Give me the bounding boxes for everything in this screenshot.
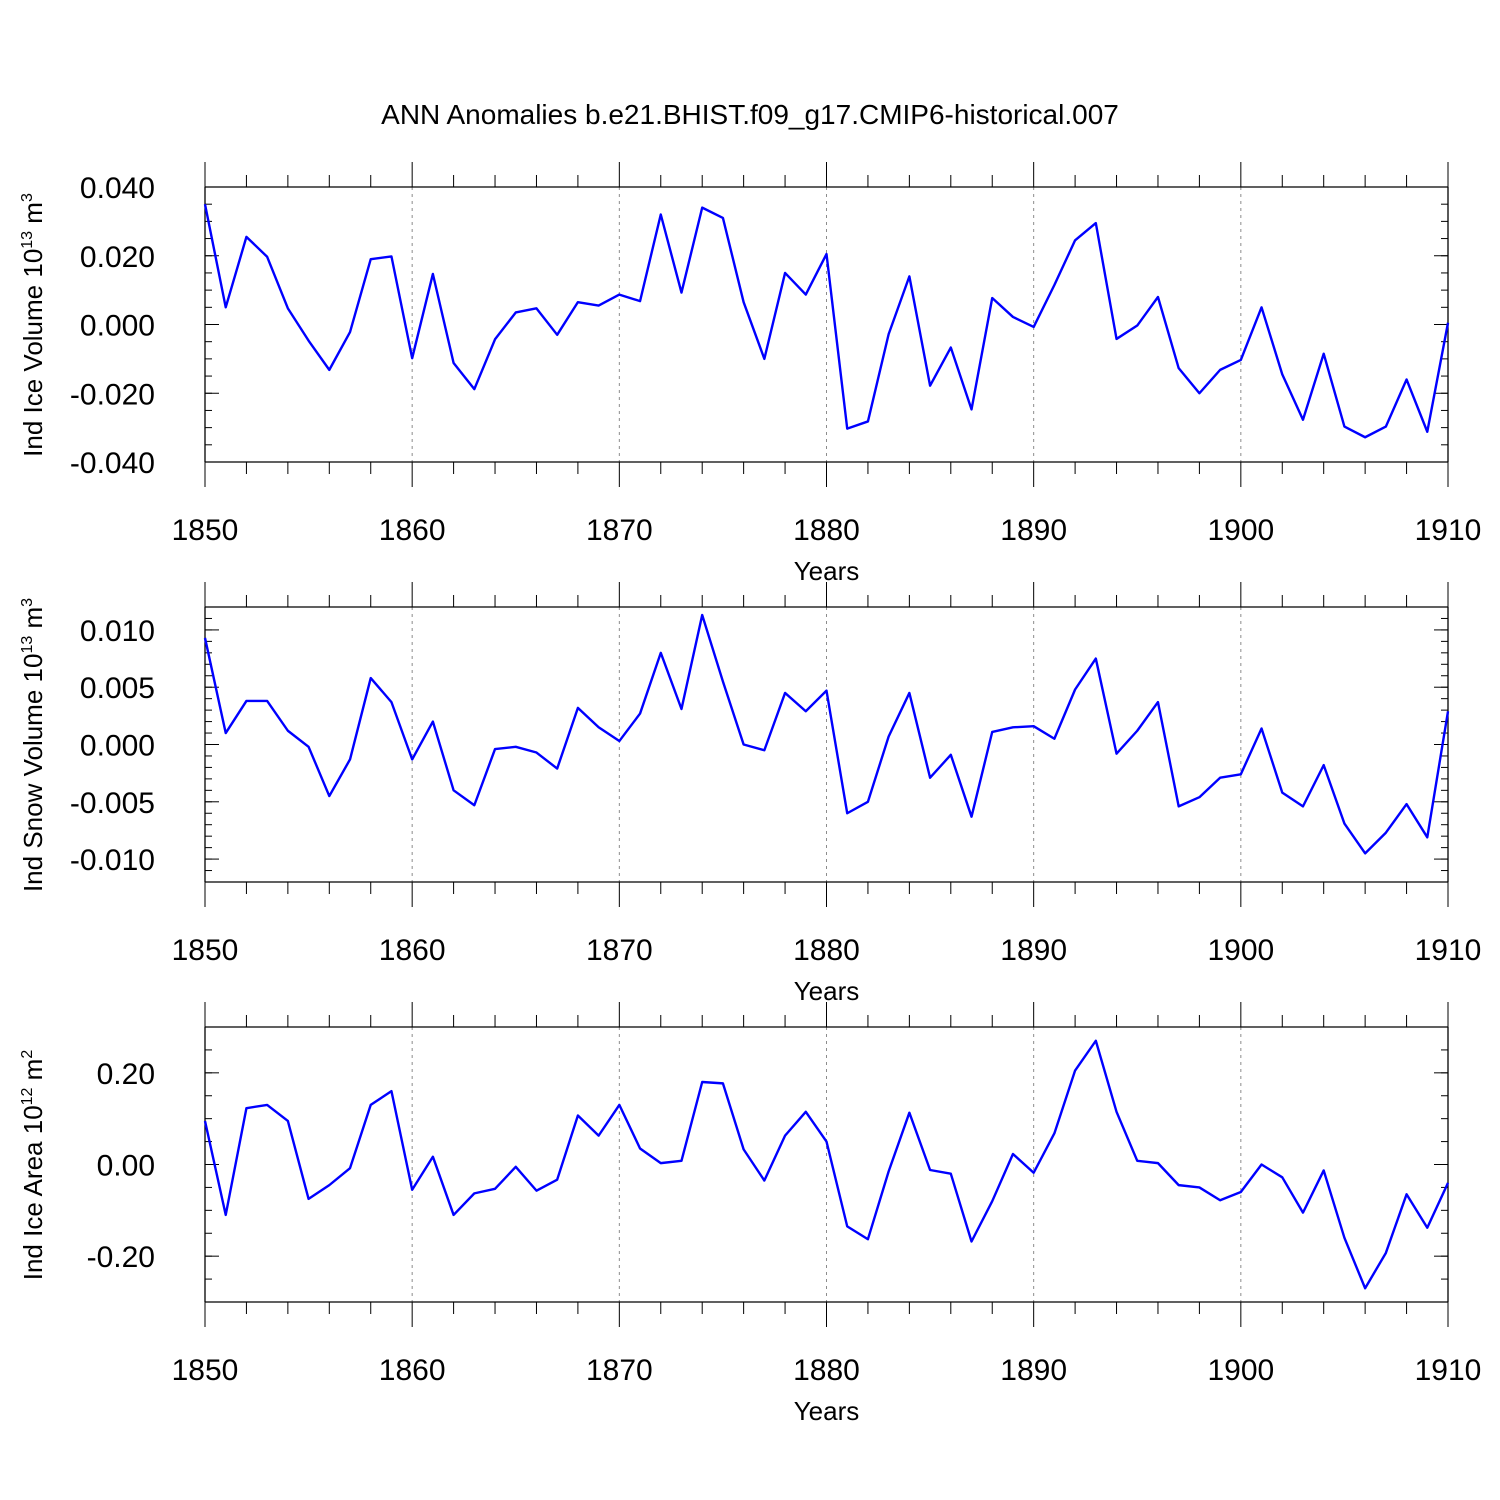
series-line	[203, 613, 1450, 855]
y-tick-label: 0.020	[80, 241, 155, 274]
y-tick-label: -0.005	[70, 787, 155, 820]
panel-ice-area: 0.20 0.00 -0.20 1850 1860 1870 1880 1890 1900 191…	[18, 1002, 1481, 1426]
y-axis-title-superscript: 12	[19, 1087, 36, 1105]
series-line	[203, 203, 1450, 439]
y-tick-label: -0.040	[70, 447, 155, 480]
x-tick-label: 1910	[1415, 934, 1482, 967]
y-axis-title-superscript: 2	[19, 1050, 36, 1059]
y-axis-title: Ind Ice Volume 1013 m3	[18, 193, 48, 457]
x-tick-label: 1860	[379, 1354, 446, 1387]
y-tick-label: 0.20	[97, 1058, 155, 1091]
x-tick-label: 1890	[1000, 1354, 1067, 1387]
y-axis-title-superscript: 13	[19, 231, 36, 249]
x-tick-label: 1900	[1207, 934, 1274, 967]
y-axis-title-text: Ind Ice Area 10	[18, 1105, 48, 1280]
x-axis-title: Years	[794, 976, 860, 1006]
y-axis-title-text: m	[18, 1059, 48, 1088]
x-tick-label: 1860	[379, 514, 446, 547]
y-tick-label: 0.040	[80, 172, 155, 205]
x-tick-label: 1850	[172, 1354, 239, 1387]
y-tick-label: 0.005	[80, 672, 155, 705]
y-axis-title-superscript: 3	[19, 193, 36, 202]
y-axis-title-superscript: 13	[19, 636, 36, 654]
x-tick-label: 1900	[1207, 1354, 1274, 1387]
panel-ice-volume: 0.040 0.020 0.000 -0.020 -0.040 1850 1860 1870 1…	[18, 162, 1481, 586]
x-tick-label: 1850	[172, 514, 239, 547]
y-tick-label: 0.000	[80, 730, 155, 763]
chart-title: ANN Anomalies b.e21.BHIST.f09_g17.CMIP6-…	[381, 99, 1119, 130]
y-axis-title: Ind Ice Area 1012 m2	[18, 1050, 48, 1281]
y-tick-label: -0.020	[70, 378, 155, 411]
x-tick-label: 1880	[793, 514, 860, 547]
series-line	[203, 1039, 1450, 1290]
x-tick-label: 1860	[379, 934, 446, 967]
x-axis-title: Years	[794, 556, 860, 586]
x-tick-label: 1870	[586, 1354, 653, 1387]
y-axis-title-text: Ind Snow Volume 10	[18, 654, 48, 893]
x-axis-title: Years	[794, 1396, 860, 1426]
x-tick-label: 1890	[1000, 514, 1067, 547]
x-tick-label: 1880	[793, 1354, 860, 1387]
x-tick-label: 1890	[1000, 934, 1067, 967]
y-tick-label: -0.010	[70, 844, 155, 877]
x-tick-label: 1870	[586, 514, 653, 547]
x-tick-label: 1850	[172, 934, 239, 967]
y-axis-title-text: Ind Ice Volume 10	[18, 249, 48, 457]
y-tick-label: 0.010	[80, 615, 155, 648]
y-tick-label: 0.00	[97, 1150, 155, 1183]
y-axis-title-text: m	[18, 607, 48, 636]
x-tick-label: 1910	[1415, 514, 1482, 547]
x-tick-label: 1900	[1207, 514, 1274, 547]
y-axis-title: Ind Snow Volume 1013 m3	[18, 598, 48, 892]
y-tick-label: 0.000	[80, 310, 155, 343]
panel-snow-volume: 0.010 0.005 0.000 -0.005 -0.010 1850 1860 1870 1…	[18, 582, 1481, 1006]
x-tick-label: 1870	[586, 934, 653, 967]
y-axis-title-superscript: 3	[19, 598, 36, 607]
x-tick-label: 1910	[1415, 1354, 1482, 1387]
y-axis-title-text: m	[18, 202, 48, 231]
x-tick-label: 1880	[793, 934, 860, 967]
y-tick-label: -0.20	[87, 1241, 155, 1274]
